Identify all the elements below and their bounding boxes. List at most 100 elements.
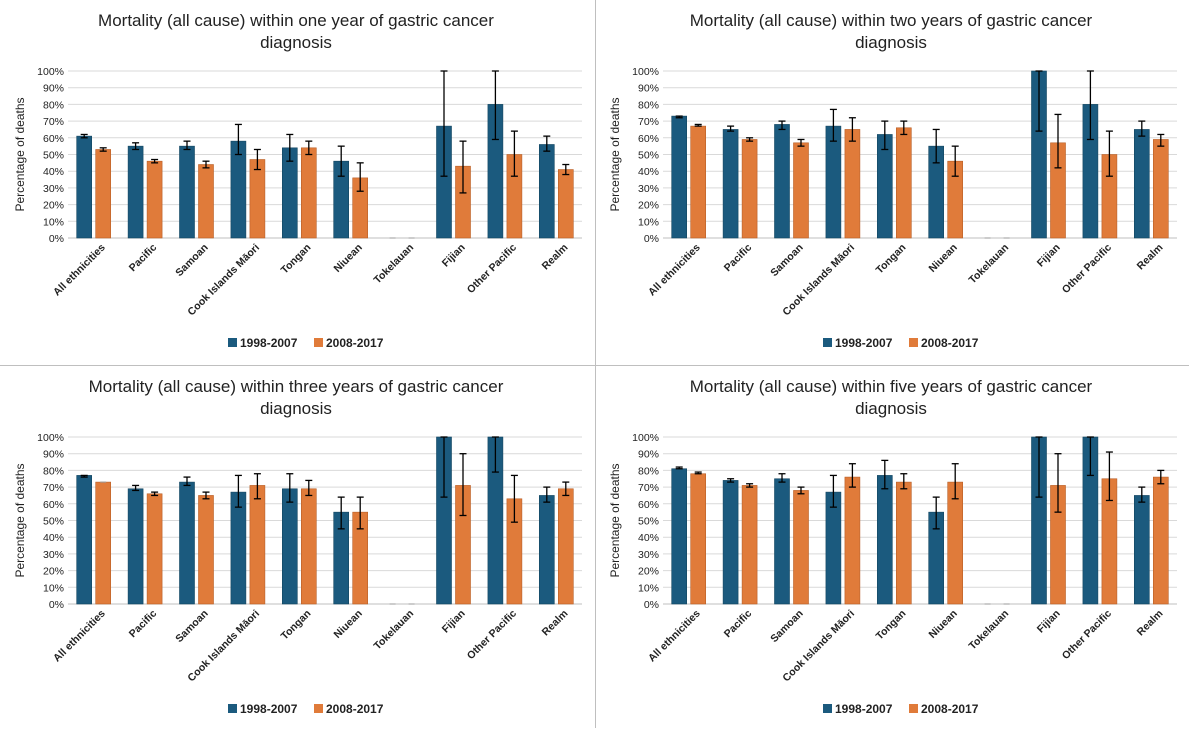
category-label-pacific: Pacific: [127, 608, 160, 641]
bar-2008-2017-all-ethnicities: [95, 481, 111, 605]
chart-one-year: Mortality (all cause) within one year of…: [13, 11, 582, 350]
y-tick-label: 80%: [43, 465, 64, 477]
chart-title-line: Mortality (all cause) within five years …: [690, 377, 1093, 396]
legend-label-1998-2007: 1998-2007: [240, 336, 298, 350]
y-tick-label: 50%: [43, 516, 64, 528]
bar-2008-2017-realm: [557, 169, 574, 239]
legend-swatch-1998-2007: [228, 338, 237, 347]
chart-panel-three-years: Mortality (all cause) within three years…: [0, 366, 594, 730]
category-label-samoan: Samoan: [768, 608, 805, 645]
legend-label-2008-2017: 2008-2017: [921, 336, 979, 350]
bar-1998-2007-pacific: [127, 145, 144, 239]
y-axis-label: Percentage of deaths: [608, 97, 622, 211]
bar-2008-2017-realm: [1152, 476, 1169, 605]
bar-2008-2017-samoan: [793, 490, 809, 605]
bar-2008-2017-all-ethnicities: [690, 125, 706, 239]
legend-swatch-2008-2017: [909, 704, 918, 713]
bar-2008-2017-cook-islands-maori: [249, 159, 266, 239]
bar-1998-2007-realm: [1133, 129, 1150, 239]
category-label-tongan: Tongan: [279, 242, 314, 277]
y-tick-label: 0%: [644, 233, 659, 245]
y-tick-label: 20%: [638, 200, 659, 212]
bar-1998-2007-all-ethnicities: [671, 468, 687, 605]
category-label-pacific: Pacific: [722, 242, 755, 275]
bar-2008-2017-all-ethnicities: [690, 473, 706, 605]
category-label-tokelauan: Tokelauan: [967, 242, 1012, 287]
category-label-realm: Realm: [1135, 608, 1166, 639]
bar-1998-2007-samoan: [774, 124, 790, 239]
chart-two-years: Mortality (all cause) within two years o…: [608, 11, 1177, 350]
y-tick-label: 20%: [43, 566, 64, 578]
y-tick-label: 70%: [638, 482, 659, 494]
bar-1998-2007-cook-islands-maori: [825, 491, 842, 605]
legend-label-1998-2007: 1998-2007: [835, 702, 893, 716]
chart-three-years: Mortality (all cause) within three years…: [13, 377, 582, 716]
y-tick-label: 50%: [43, 150, 64, 162]
chart-panel-one-year: Mortality (all cause) within one year of…: [0, 0, 594, 364]
bar-1998-2007-realm: [538, 495, 555, 605]
bar-2008-2017-samoan: [198, 495, 214, 605]
category-label-samoan: Samoan: [173, 608, 210, 645]
y-tick-label: 90%: [43, 449, 64, 461]
legend-label-2008-2017: 2008-2017: [921, 702, 979, 716]
category-label-niuean: Niuean: [332, 608, 365, 641]
y-tick-label: 90%: [638, 449, 659, 461]
y-tick-label: 50%: [638, 516, 659, 528]
bar-2008-2017-all-ethnicities: [95, 149, 111, 239]
y-tick-label: 30%: [43, 183, 64, 195]
category-label-all-ethnicities: All ethnicities: [51, 608, 108, 665]
y-tick-label: 60%: [638, 499, 659, 511]
bar-2008-2017-tongan: [300, 488, 317, 605]
category-label-tongan: Tongan: [279, 608, 314, 643]
y-tick-label: 10%: [43, 216, 64, 228]
category-label-fijian: Fijian: [440, 608, 468, 636]
y-tick-label: 0%: [49, 233, 64, 245]
bar-1998-2007-cook-islands-maori: [825, 125, 842, 239]
bar-1998-2007-cook-islands-maori: [230, 491, 247, 605]
bar-1998-2007-pacific: [127, 488, 144, 605]
y-tick-label: 40%: [638, 532, 659, 544]
category-label-tongan: Tongan: [874, 608, 909, 643]
bar-1998-2007-cook-islands-maori: [230, 140, 247, 239]
category-label-other-pacific: Other Pacific: [1060, 242, 1114, 296]
bar-2008-2017-tongan: [895, 481, 912, 605]
bar-1998-2007-tongan: [281, 488, 298, 605]
category-label-niuean: Niuean: [927, 608, 960, 641]
chart-panel-five-years: Mortality (all cause) within five years …: [595, 366, 1189, 730]
bar-2008-2017-pacific: [146, 493, 163, 605]
legend-swatch-1998-2007: [228, 704, 237, 713]
legend-swatch-2008-2017: [909, 338, 918, 347]
category-label-tokelauan: Tokelauan: [967, 608, 1012, 653]
y-tick-label: 0%: [49, 599, 64, 611]
bar-1998-2007-samoan: [774, 478, 790, 605]
category-label-pacific: Pacific: [722, 608, 755, 641]
y-tick-label: 0%: [644, 599, 659, 611]
y-tick-label: 40%: [43, 166, 64, 178]
chart-title-line: diagnosis: [855, 399, 927, 418]
category-label-fijian: Fijian: [1035, 242, 1063, 270]
bar-2008-2017-cook-islands-maori: [844, 476, 861, 605]
bar-1998-2007-all-ethnicities: [76, 475, 92, 605]
y-axis-label: Percentage of deaths: [13, 463, 27, 577]
bar-2008-2017-pacific: [741, 485, 758, 605]
bar-2008-2017-realm: [557, 488, 574, 605]
bar-2008-2017-samoan: [198, 164, 214, 239]
category-label-tokelauan: Tokelauan: [372, 608, 417, 653]
bar-1998-2007-pacific: [722, 129, 739, 239]
bar-2008-2017-tongan: [300, 147, 317, 239]
chart-title-line: diagnosis: [855, 33, 927, 52]
category-label-samoan: Samoan: [173, 242, 210, 279]
bar-2008-2017-pacific: [146, 160, 163, 239]
category-label-other-pacific: Other Pacific: [465, 608, 519, 662]
category-label-samoan: Samoan: [768, 242, 805, 279]
category-label-fijian: Fijian: [1035, 608, 1063, 636]
chart-title-line: Mortality (all cause) within two years o…: [690, 11, 1093, 30]
y-tick-label: 100%: [37, 432, 64, 444]
bar-1998-2007-samoan: [179, 481, 195, 605]
category-label-realm: Realm: [540, 608, 571, 639]
category-label-all-ethnicities: All ethnicities: [646, 242, 703, 299]
category-label-other-pacific: Other Pacific: [465, 242, 519, 296]
bar-2008-2017-samoan: [793, 142, 809, 239]
y-tick-label: 70%: [43, 116, 64, 128]
bar-1998-2007-samoan: [179, 145, 195, 239]
